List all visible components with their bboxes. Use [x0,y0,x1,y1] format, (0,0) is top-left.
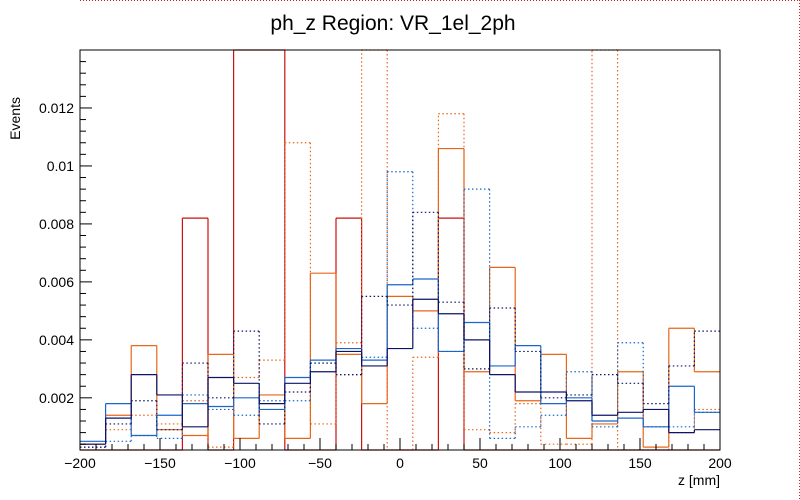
x-tick-label: 150 [628,455,652,471]
x-tick-label: −200 [64,455,96,471]
series-blue-solid [80,278,720,442]
x-tick-label: 0 [396,455,404,471]
series-orange-solid [80,147,720,448]
x-tick-label: −100 [224,455,256,471]
chart-title: ph_z Region: VR_1el_2ph [270,12,515,35]
x-tick-label: −50 [308,455,332,471]
x-tick-label: 200 [708,455,732,471]
y-tick-label: 0.004 [39,332,74,348]
axes: −200 −150 −100 −50 0 50 100 150 200 0.002 0.004 0.0… [39,61,732,471]
series-blue-dotted [80,171,720,448]
series-red-solid [80,49,720,451]
series-orange-dotted [80,49,720,451]
y-tick-label: 0.006 [39,274,74,290]
y-axis-label: Events [7,97,23,140]
plot-frame [79,0,800,500]
y-tick-label: 0.012 [39,100,74,116]
plot-marks [80,49,720,451]
y-tick-label: 0.01 [47,158,74,174]
x-tick-label: 100 [548,455,572,471]
plot-area-frame [79,49,721,451]
x-tick-label: 50 [472,455,488,471]
x-axis-label: z [mm] [678,472,720,488]
y-tick-label: 0.008 [39,216,74,232]
series-navy-dotted [80,211,720,448]
x-tick-label: −150 [144,455,176,471]
y-tick-label: 0.002 [39,390,74,406]
